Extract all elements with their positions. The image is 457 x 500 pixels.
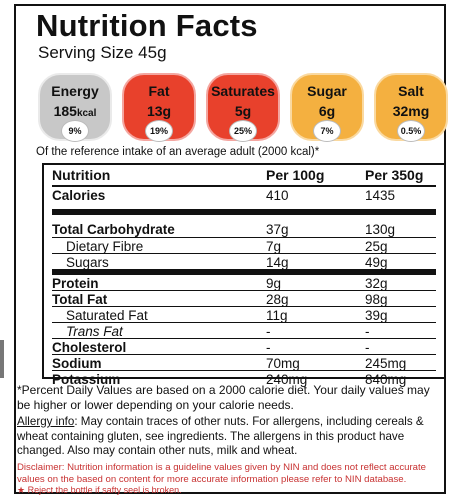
badge-amount: 185kcal: [53, 103, 97, 119]
allergy-text: : May contain traces of other nuts. For …: [17, 415, 424, 457]
table-row: Total Fat 28g 98g: [52, 291, 436, 307]
percent-daily-values-note: *Percent Daily Values are based on a 200…: [17, 383, 430, 412]
table-row: Cholesterol - -: [52, 339, 436, 355]
nutrition-label: Nutrition Facts Serving Size 45g Energy …: [14, 4, 448, 494]
table-header: Nutrition Per 100g Per 350g: [52, 165, 436, 187]
badge-sugar: Sugar 6g 7%: [290, 73, 364, 142]
badge-amount: 13g: [146, 103, 172, 119]
badge-percent: 19%: [145, 120, 173, 142]
badge-salt: Salt 32mg 0.5%: [374, 73, 448, 142]
allergy-label: Allergy info: [17, 415, 75, 428]
badge-fat: Fat 13g 19%: [122, 73, 196, 142]
table-row: Saturated Fat 11g 39g: [52, 307, 436, 323]
table-row: Dietary Fibre 7g 25g: [52, 238, 436, 254]
nutrition-table: Nutrition Per 100g Per 350g Calories 410…: [42, 163, 446, 387]
label-title: Nutrition Facts: [36, 8, 258, 43]
table-row: Sodium 70mg 245mg: [52, 355, 436, 371]
serving-size: Serving Size 45g: [38, 43, 167, 62]
badge-amount: 6g: [318, 103, 336, 119]
badge-label: Saturates: [211, 83, 275, 99]
allergy-info: Allergy info: May contain traces of othe…: [17, 415, 443, 459]
table-row: Potassium 240mg 840mg: [52, 372, 407, 387]
reject-bottle-note: ★ Reject the bottle if safty seel is bro…: [17, 485, 182, 495]
table-row: Total Carbohydrate 37g 130g: [52, 221, 436, 238]
table-row: Sugars 14g 49g: [52, 254, 436, 275]
left-edge-marker: [0, 340, 4, 378]
badge-saturates: Saturates 5g 25%: [206, 73, 280, 142]
badge-label: Fat: [148, 83, 170, 99]
table-row: Trans Fat - -: [52, 323, 436, 339]
badge-energy: Energy 185kcal 9%: [38, 73, 112, 142]
header-per-350g: Per 350g: [365, 167, 424, 183]
header-per-100g: Per 100g: [266, 167, 325, 183]
table-row: Protein 9g 32g: [52, 275, 436, 291]
badge-percent: 25%: [229, 120, 257, 142]
badge-percent: 9%: [61, 120, 89, 142]
badge-label: Sugar: [307, 83, 347, 99]
badge-amount: 5g: [234, 103, 252, 119]
badge-percent: 0.5%: [397, 120, 425, 142]
header-nutrition: Nutrition: [52, 167, 111, 183]
reference-intake-note: Of the reference intake of an average ad…: [36, 146, 320, 158]
badge-label: Energy: [51, 83, 99, 99]
badge-amount: 32mg: [392, 103, 430, 119]
badge-label: Salt: [398, 83, 424, 99]
disclaimer-text: Disclaimer: Nutrition information is a g…: [17, 462, 426, 485]
badge-percent: 7%: [313, 120, 341, 142]
traffic-light-badges: Energy 185kcal 9% Fat 13g 19% Saturates …: [38, 73, 456, 143]
table-row: Calories 410 1435: [52, 187, 436, 215]
